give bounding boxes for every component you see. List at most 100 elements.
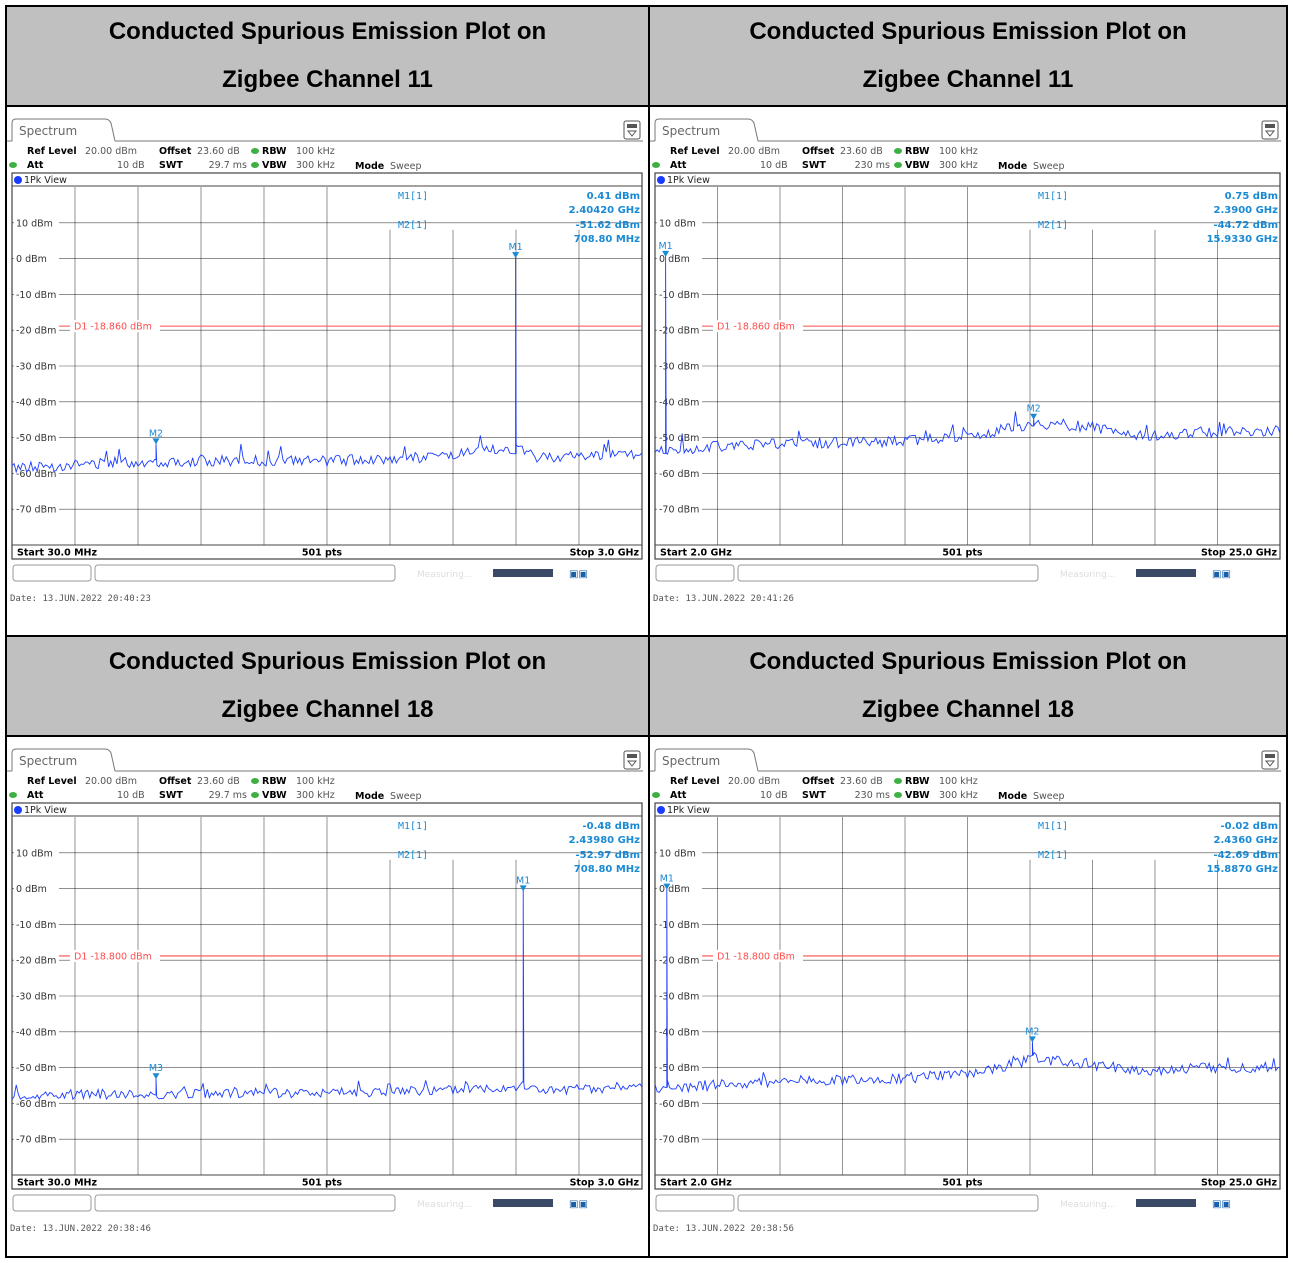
tick-label-bg (657, 1062, 702, 1073)
att-label: Att (27, 790, 44, 801)
coupling-icon (251, 148, 259, 154)
header-cell: Conducted Spurious Emission Plot on Zigb… (7, 637, 648, 735)
y-tick-label: 10 dBm (16, 218, 53, 229)
panel-icon-bar (1265, 124, 1275, 128)
marker-readout-label: M2[1] (1038, 850, 1068, 861)
tick-label-bg (657, 289, 702, 300)
ref-level-label: Ref Level (670, 146, 720, 157)
stop-frequency: Stop 3.0 GHz (570, 1178, 640, 1189)
plot-cell: Spectrum Ref Level 20.00 dBm Offset 23.60 dB… (650, 107, 1286, 635)
tick-label-bg (657, 919, 702, 930)
status-field (655, 1194, 735, 1212)
sweep-points: 501 pts (942, 1178, 982, 1189)
header-line-2: Zigbee Channel 18 (861, 696, 1075, 723)
trace-line (654, 255, 1281, 455)
status-field (655, 564, 735, 582)
start-frequency: Start 2.0 GHz (660, 1178, 732, 1189)
plot-cell: Spectrum Ref Level 20.00 dBm Offset 23.60 dB… (7, 737, 648, 1256)
swt-label: SWT (159, 160, 183, 171)
sweep-points: 501 pts (302, 548, 342, 559)
tick-label-bg (657, 1134, 702, 1145)
marker-point-label: M1 (658, 241, 672, 252)
spectrum-tab (654, 118, 759, 142)
report-table: Conducted Spurious Emission Plot on Zigb… (5, 5, 1288, 1258)
tick-label-bg (14, 468, 59, 479)
rbw-label: RBW (905, 146, 930, 157)
spectrum-tab-label: Spectrum (662, 124, 720, 138)
header-line-2: Zigbee Channel 18 (221, 696, 434, 723)
rbw-value: 100 kHz (939, 776, 978, 787)
coupling-icon (652, 162, 660, 168)
table-divider (7, 735, 1286, 737)
chevron-down-icon (1264, 760, 1276, 767)
tick-label-bg (14, 955, 59, 966)
swt-label: SWT (802, 160, 826, 171)
rbw-value: 100 kHz (939, 146, 978, 157)
swt-label: SWT (802, 790, 826, 801)
att-value: 10 dB (760, 160, 788, 171)
chevron-down-icon (626, 760, 638, 767)
stop-frequency: Stop 25.0 GHz (1201, 1178, 1278, 1189)
chevron-down-icon (626, 130, 638, 137)
spectrum-tab (11, 748, 116, 772)
tick-label-bg (657, 253, 702, 264)
display-line-label: D1 -18.800 dBm (717, 951, 795, 962)
y-tick-label: 0 dBm (16, 254, 47, 265)
y-tick-label: -70 dBm (659, 505, 699, 516)
status-measuring: Measuring... (1060, 1200, 1115, 1210)
tick-label-bg (657, 991, 702, 1001)
y-tick-label: -60 dBm (659, 469, 699, 480)
panel-icon-bar (627, 754, 637, 758)
view-label: 1Pk View (667, 805, 710, 816)
trace-line (11, 890, 643, 1101)
marker-readout-freq: 2.3900 GHz (1214, 205, 1279, 216)
tick-label-bg (14, 325, 59, 336)
marker-triangle (512, 252, 520, 259)
ref-level-label: Ref Level (670, 776, 720, 787)
offset-value: 23.60 dB (197, 776, 240, 787)
vbw-label: VBW (905, 790, 930, 801)
y-tick-label: -50 dBm (659, 433, 699, 444)
y-tick-label: -20 dBm (16, 956, 56, 967)
vbw-label: VBW (262, 160, 287, 171)
display-line-label-bg (713, 320, 803, 333)
spectrum-tab-label: Spectrum (19, 754, 77, 768)
ref-level-value: 20.00 dBm (728, 146, 780, 157)
att-value: 10 dB (117, 160, 145, 171)
tick-label-bg (657, 955, 702, 966)
tick-label-bg (657, 468, 702, 479)
ref-level-value: 20.00 dBm (85, 146, 137, 157)
marker-readout-level: -42.69 dBm (1214, 850, 1278, 861)
coupling-icon (251, 792, 259, 798)
mode-label: Mode (355, 791, 384, 802)
marker-readout-level: -0.02 dBm (1220, 821, 1278, 832)
marker-point-label: M2 (1025, 1026, 1039, 1037)
marker-readout-label: M2[1] (398, 220, 428, 231)
marker-triangle (152, 438, 160, 445)
progress-bar (493, 569, 553, 577)
y-tick-label: 10 dBm (659, 848, 696, 859)
y-tick-label: -20 dBm (16, 326, 56, 337)
spectrum-tab-label: Spectrum (19, 124, 77, 138)
view-label: 1Pk View (667, 175, 710, 186)
tick-label-bg (14, 919, 59, 930)
y-tick-label: -40 dBm (16, 397, 56, 408)
swt-value: 230 ms (855, 790, 890, 801)
status-field (12, 1194, 92, 1212)
sweep-points: 501 pts (302, 1178, 342, 1189)
tick-label-bg (657, 396, 702, 407)
swt-value: 29.7 ms (209, 790, 247, 801)
ref-level-label: Ref Level (27, 146, 77, 157)
display-line-label: D1 -18.800 dBm (74, 951, 152, 962)
start-frequency: Start 30.0 MHz (17, 548, 97, 559)
status-icon: ▣▣ (569, 569, 588, 580)
chevron-down-icon (1264, 130, 1276, 137)
y-tick-label: -60 dBm (659, 1099, 699, 1110)
rbw-label: RBW (905, 776, 930, 787)
tick-label-bg (14, 396, 59, 407)
marker-readout-level: -52.97 dBm (576, 850, 640, 861)
vbw-value: 300 kHz (939, 790, 978, 801)
mode-value: Sweep (390, 161, 422, 172)
y-tick-label: 0 dBm (16, 884, 47, 895)
mode-label: Mode (998, 791, 1027, 802)
